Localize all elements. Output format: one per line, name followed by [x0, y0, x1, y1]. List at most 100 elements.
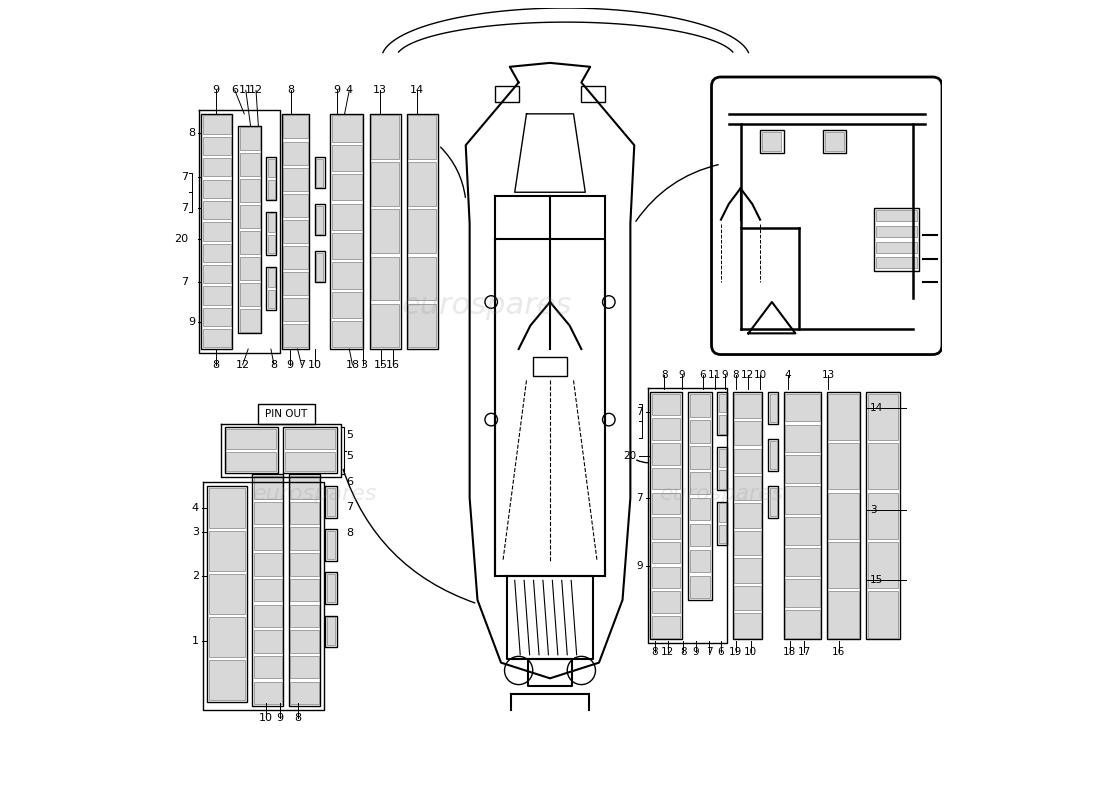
Bar: [828, 394, 859, 440]
Bar: [267, 214, 275, 232]
Text: 3: 3: [870, 505, 877, 514]
Bar: [209, 531, 245, 571]
Bar: [254, 527, 282, 550]
Bar: [254, 502, 282, 524]
Bar: [371, 210, 399, 254]
Text: 7: 7: [706, 647, 713, 658]
Text: 15: 15: [374, 360, 387, 370]
Bar: [327, 531, 336, 559]
Text: 10: 10: [754, 370, 767, 380]
Text: 8: 8: [661, 370, 668, 380]
Bar: [330, 114, 363, 349]
Bar: [785, 455, 820, 483]
Text: 9: 9: [188, 317, 196, 326]
Bar: [876, 242, 917, 253]
Text: 12: 12: [741, 370, 755, 380]
Text: 5: 5: [346, 430, 353, 440]
Bar: [734, 421, 761, 446]
Bar: [266, 157, 276, 200]
Bar: [254, 553, 282, 576]
Bar: [267, 180, 275, 198]
Text: 8: 8: [288, 86, 295, 95]
Bar: [652, 493, 680, 514]
Bar: [734, 476, 761, 500]
Bar: [332, 204, 362, 230]
Text: 18: 18: [345, 360, 360, 370]
Text: 8: 8: [294, 713, 301, 722]
Bar: [290, 553, 319, 576]
Text: 8: 8: [271, 360, 277, 370]
Bar: [254, 476, 282, 498]
Text: 8: 8: [680, 647, 686, 658]
Bar: [876, 258, 917, 268]
Bar: [734, 614, 761, 638]
Bar: [868, 591, 898, 638]
Bar: [734, 503, 761, 528]
Text: 12: 12: [661, 647, 674, 658]
Bar: [284, 115, 308, 138]
Bar: [876, 210, 917, 222]
Bar: [770, 441, 777, 469]
Text: 19: 19: [729, 647, 743, 658]
Bar: [690, 498, 710, 521]
Bar: [734, 586, 761, 610]
Text: 8: 8: [651, 647, 659, 658]
Bar: [652, 591, 680, 613]
Bar: [652, 468, 680, 490]
Bar: [284, 272, 308, 295]
Bar: [324, 530, 337, 561]
Bar: [690, 550, 710, 572]
Bar: [783, 392, 822, 639]
Bar: [240, 127, 260, 150]
Bar: [201, 114, 232, 349]
Bar: [332, 262, 362, 289]
Bar: [284, 220, 308, 243]
Bar: [267, 290, 275, 308]
Bar: [768, 439, 778, 470]
Bar: [282, 114, 309, 349]
Bar: [408, 257, 437, 301]
Bar: [652, 566, 680, 588]
Bar: [202, 137, 231, 155]
Text: 13: 13: [373, 86, 387, 95]
Bar: [332, 115, 362, 142]
Text: eurospares: eurospares: [253, 484, 377, 504]
Text: 12: 12: [249, 86, 263, 95]
Bar: [290, 502, 319, 524]
Text: 11: 11: [708, 370, 722, 380]
Bar: [768, 392, 778, 423]
Bar: [254, 605, 282, 627]
Bar: [224, 427, 278, 473]
FancyBboxPatch shape: [712, 77, 942, 354]
Bar: [734, 531, 761, 555]
Bar: [823, 130, 846, 153]
Bar: [785, 548, 820, 576]
Bar: [290, 579, 319, 602]
Text: 7: 7: [346, 502, 353, 513]
Bar: [209, 488, 245, 528]
Text: 10: 10: [260, 713, 273, 722]
Bar: [202, 201, 231, 219]
Bar: [290, 605, 319, 627]
Bar: [284, 298, 308, 322]
Bar: [717, 392, 727, 435]
Bar: [202, 244, 231, 262]
Text: 12: 12: [235, 360, 250, 370]
Text: 11: 11: [239, 86, 253, 95]
Bar: [582, 86, 605, 102]
Bar: [652, 518, 680, 538]
Bar: [240, 205, 260, 228]
Text: 2: 2: [191, 571, 199, 582]
Bar: [652, 418, 680, 440]
Bar: [284, 142, 308, 165]
Bar: [371, 257, 399, 301]
Bar: [718, 394, 726, 412]
Bar: [202, 158, 231, 177]
Bar: [652, 616, 680, 638]
Bar: [407, 114, 438, 349]
Bar: [828, 542, 859, 588]
Bar: [240, 257, 260, 280]
Bar: [828, 591, 859, 638]
Bar: [290, 656, 319, 678]
Text: PIN OUT: PIN OUT: [265, 409, 308, 418]
